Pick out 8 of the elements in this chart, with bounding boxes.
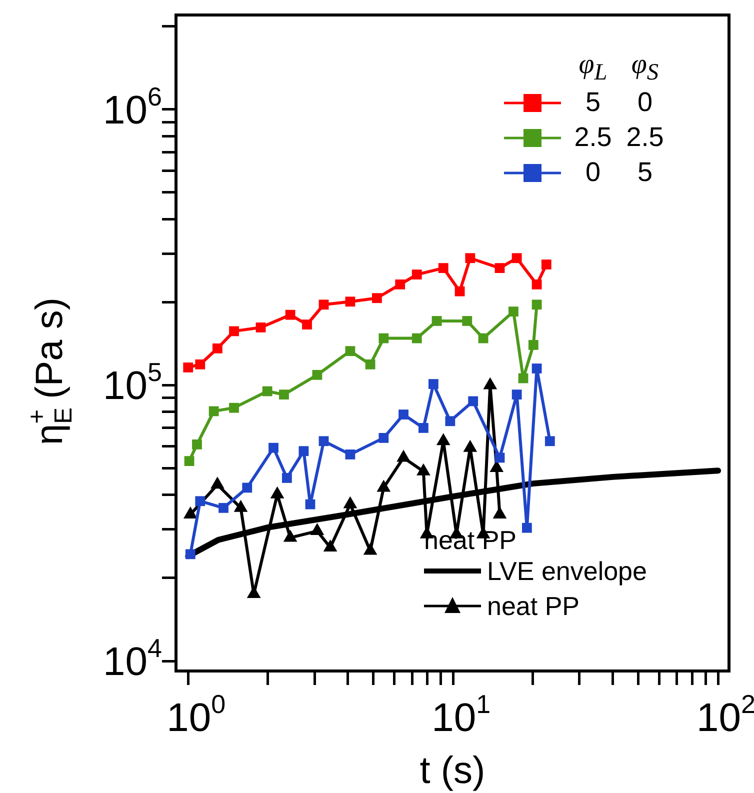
legend-label: 2.5 2.5: [573, 122, 665, 152]
text: 5 0: [585, 87, 653, 117]
legend-label: neat PP: [487, 590, 580, 620]
x-axis-title: t (s): [420, 750, 486, 792]
text: 0 5: [585, 157, 653, 187]
y-axis-title: ηE+ (Pa s): [24, 298, 78, 445]
legend-label: LVE envelope: [487, 556, 647, 586]
legend-title: φ$_{L}$ φ$_{S}$: [578, 49, 660, 86]
